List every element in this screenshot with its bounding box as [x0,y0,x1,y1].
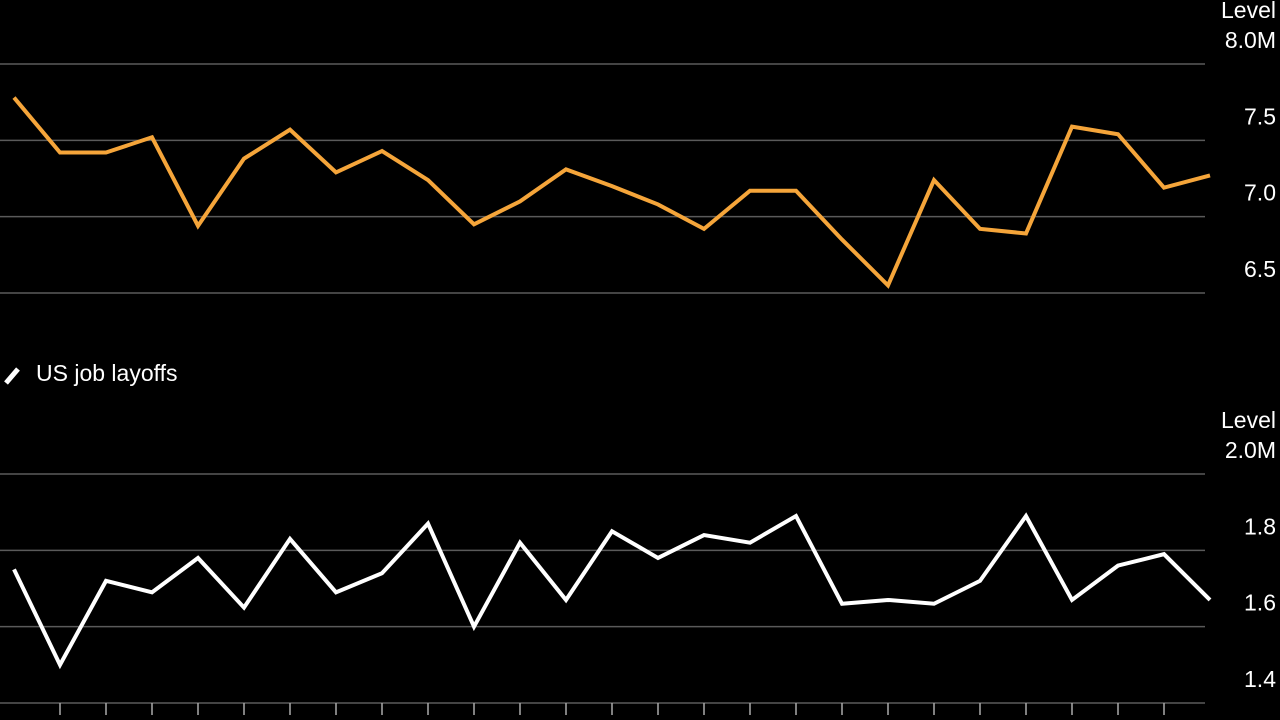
legend-swatch [4,367,20,385]
y-tick-label: 1.6 [1244,590,1276,616]
y-tick-label: 2.0M [1225,437,1276,463]
y-tick-label: 7.5 [1244,103,1276,129]
legend-label: US job layoffs [36,360,177,386]
y-axis-label: Level [1221,407,1276,433]
data-line [12,96,1211,289]
y-tick-label: 1.8 [1244,513,1276,539]
y-tick-label: 8.0M [1225,27,1276,53]
data-line [12,512,1212,670]
y-axis-label: Level [1221,0,1276,23]
y-tick-label: 1.4 [1244,666,1276,692]
y-tick-label: 6.5 [1244,256,1276,282]
y-tick-label: 7.0 [1244,180,1276,206]
